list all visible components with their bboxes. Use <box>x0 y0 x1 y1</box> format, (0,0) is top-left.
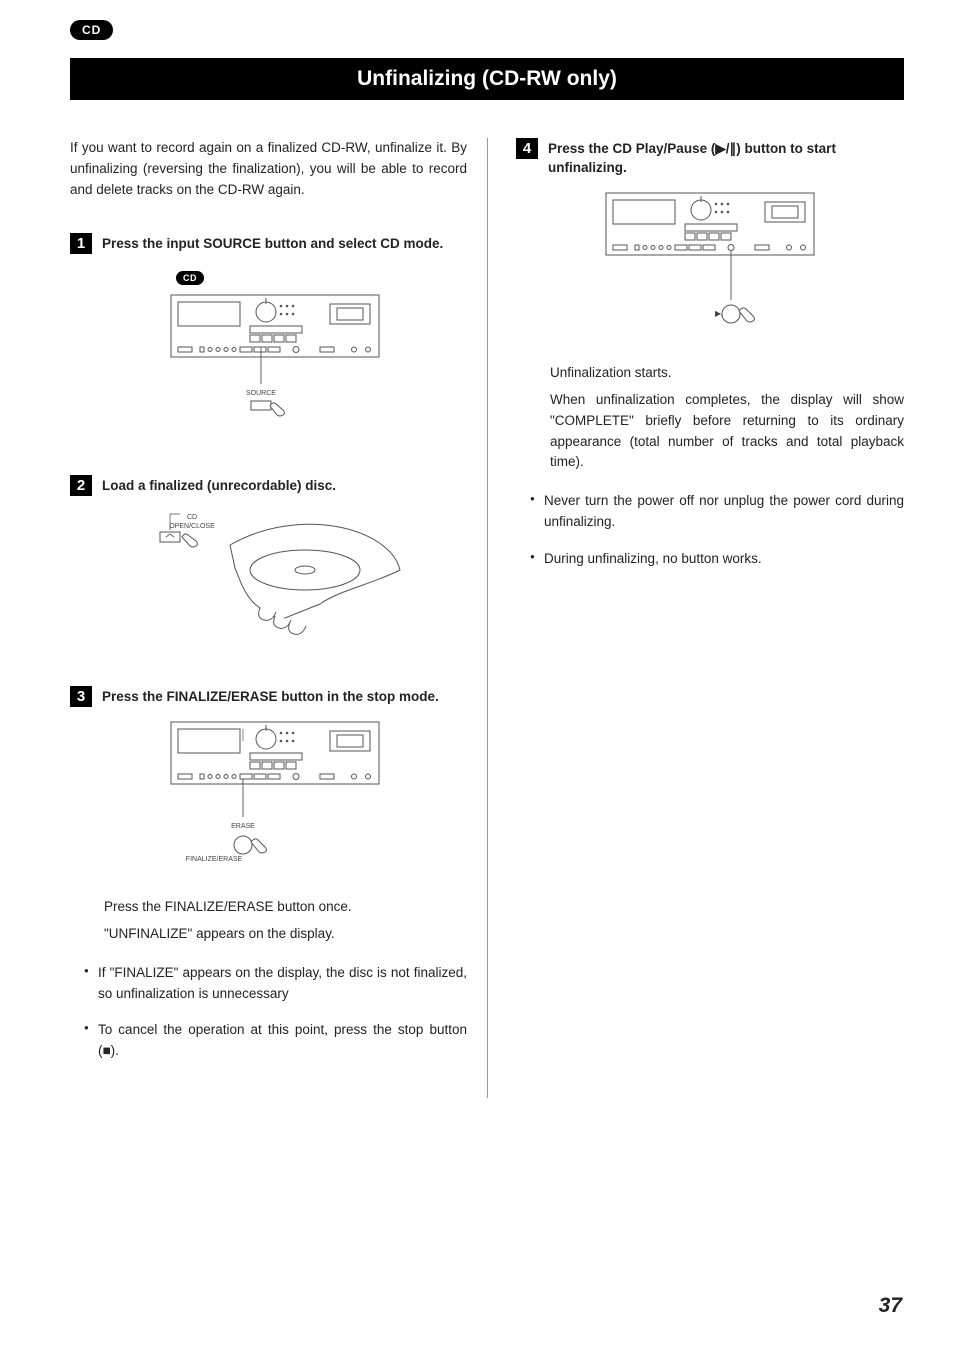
step-title: Load a finalized (unrecordable) disc. <box>102 475 336 496</box>
step-title: Press the FINALIZE/ERASE button in the s… <box>102 686 439 707</box>
step-body-line: "UNFINALIZE" appears on the display. <box>104 924 467 945</box>
diagram-sublabel: FINALIZE/ERASE <box>186 856 243 863</box>
bullet-item: To cancel the operation at this point, p… <box>84 1020 467 1062</box>
step-3: 3 Press the FINALIZE/ERASE button in the… <box>70 686 467 1063</box>
diagram-label-bottom: OPEN/CLOSE <box>169 523 215 530</box>
step-number: 1 <box>70 233 92 254</box>
section-badge: CD <box>70 20 113 40</box>
diagram-label-top: CD <box>187 514 197 521</box>
diagram-label: ERASE <box>231 823 255 830</box>
intro-text: If you want to record again on a finaliz… <box>70 138 467 201</box>
bullet-item: Never turn the power off nor unplug the … <box>530 491 904 533</box>
step-number: 2 <box>70 475 92 496</box>
device-diagram-2: CD OPEN/CLOSE <box>130 510 430 645</box>
step-body-line: Press the FINALIZE/ERASE button once. <box>104 897 467 918</box>
bullet-item: If "FINALIZE" appears on the display, th… <box>84 963 467 1005</box>
step-number: 3 <box>70 686 92 707</box>
device-diagram-1: SOURCE <box>170 294 380 434</box>
device-diagram-4: ▶/∥ <box>605 192 815 342</box>
step-body-line: When unfinalization completes, the displ… <box>550 390 904 474</box>
step-body-line: Unfinalization starts. <box>550 363 904 384</box>
step-title: Press the input SOURCE button and select… <box>102 233 443 254</box>
step-2: 2 Load a finalized (unrecordable) disc. … <box>70 475 467 650</box>
step-1: 1 Press the input SOURCE button and sele… <box>70 233 467 439</box>
page-number: 37 <box>879 1294 902 1318</box>
diagram-label: SOURCE <box>246 390 276 397</box>
page-title: Unfinalizing (CD-RW only) <box>70 58 904 100</box>
step-title: Press the CD Play/Pause (▶/∥) button to … <box>548 138 904 178</box>
diagram-badge: CD <box>176 271 204 285</box>
step-number: 4 <box>516 138 538 159</box>
step-4: 4 Press the CD Play/Pause (▶/∥) button t… <box>516 138 904 570</box>
device-diagram-3: ERASE FINALIZE/ERASE <box>170 721 380 876</box>
bullet-item: During unfinalizing, no button works. <box>530 549 904 570</box>
